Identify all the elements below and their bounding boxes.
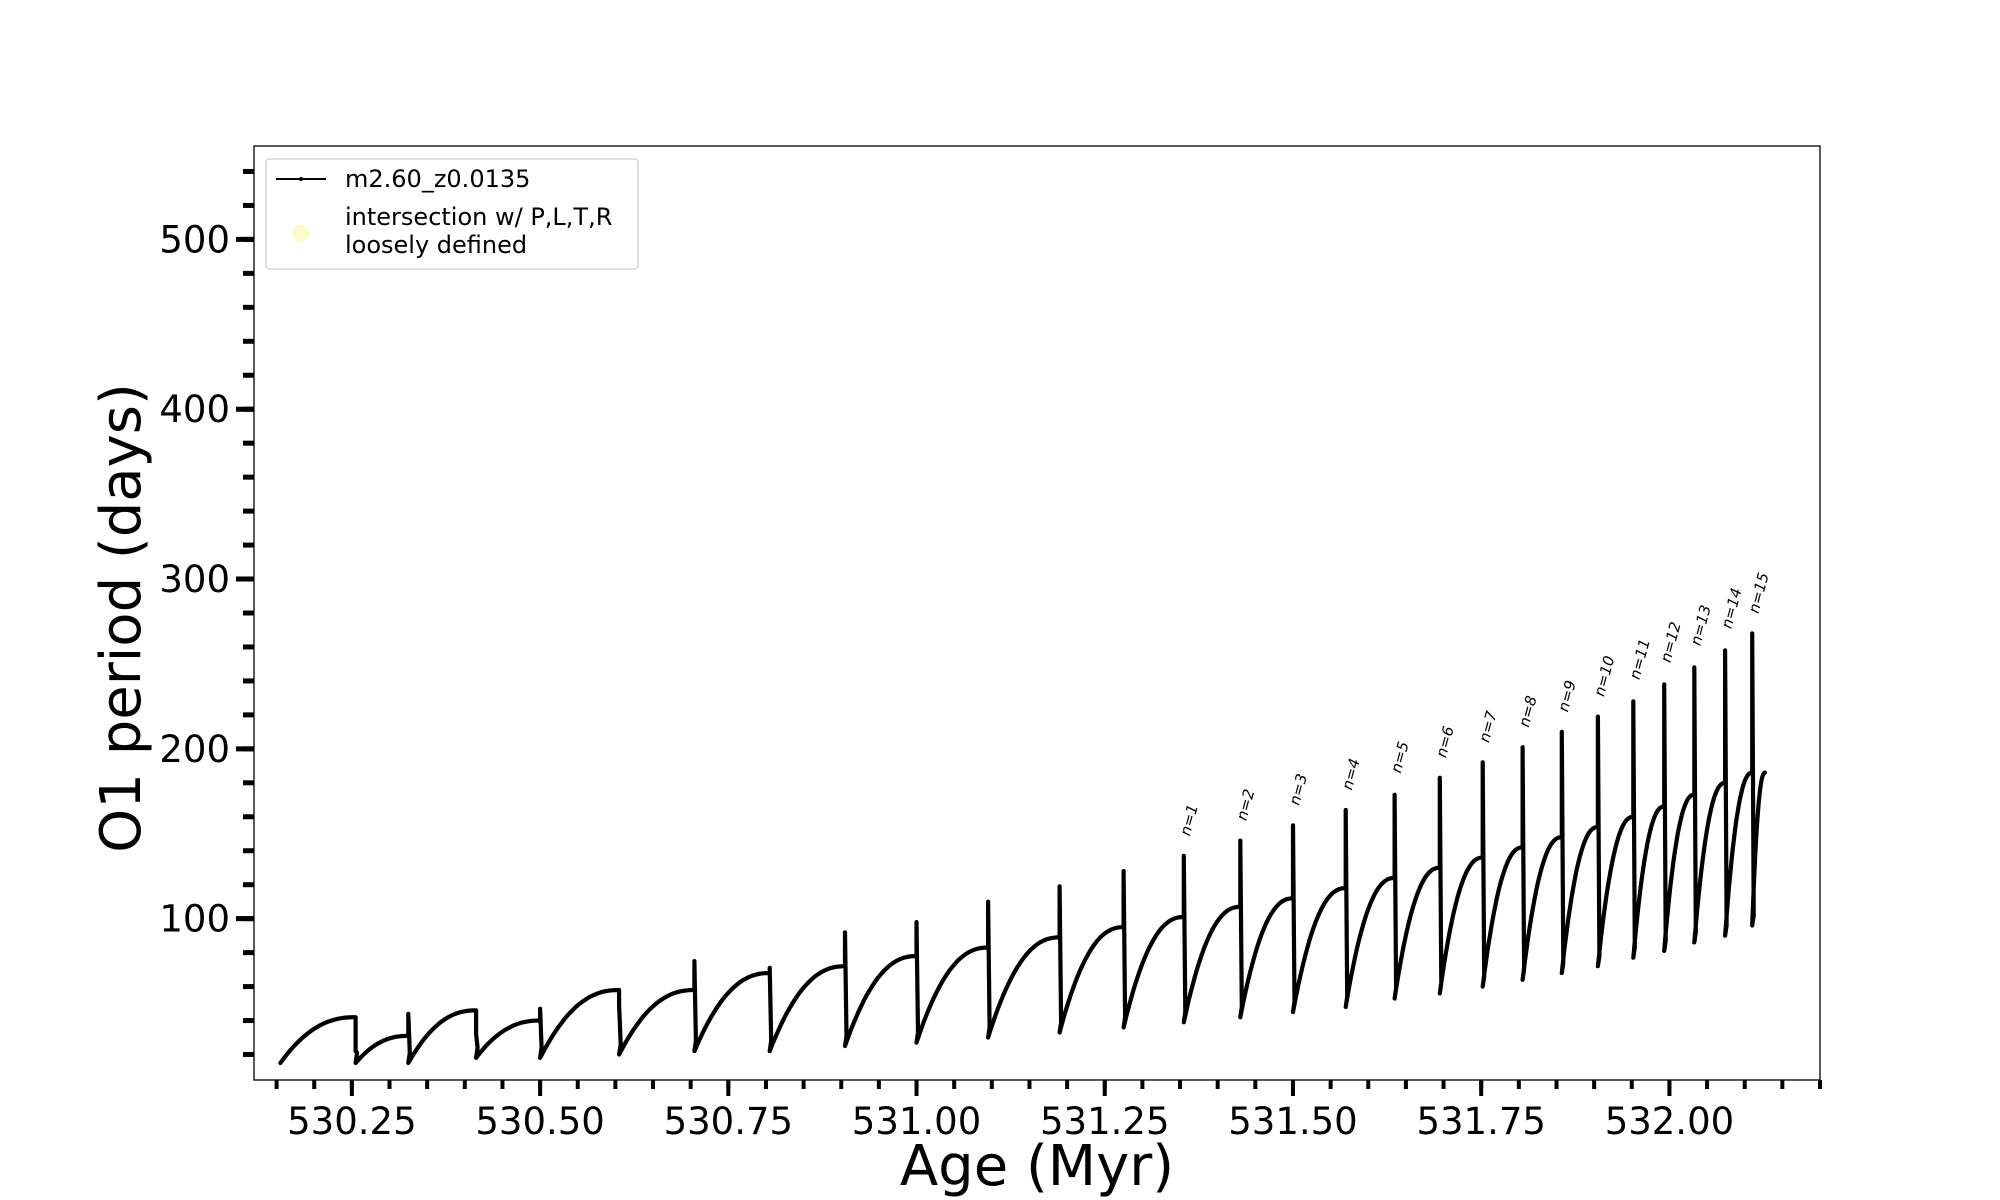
legend-box [265,158,639,270]
pulse-annotation-label: n=13 [1687,603,1715,647]
x-tick-label: 530.25 [287,1100,416,1143]
pulse-annotation-label: n=11 [1626,637,1654,681]
pulse-annotation-label: n=8 [1515,694,1541,729]
y-axis-label: O1 period (days) [89,383,154,853]
pulse-annotation-label: n=4 [1338,757,1364,792]
plot-frame [253,145,1821,1081]
pulse-annotation-label: n=14 [1718,586,1746,630]
pulse-annotations: n=1 n=2 n=3 n=4 n=5 n=6 n=7 n=8 n=9 n=10 n=11 n=12 n… [1176,571,1772,838]
y-tick-label: 300 [159,558,230,601]
legend-label-intersection: loosely defined [345,231,527,259]
pulse-annotation-label: n=2 [1233,787,1259,822]
pulse-annotation-label: n=10 [1590,654,1618,698]
x-tick-label: 531.50 [1228,1100,1357,1143]
x-tick-label: 531.25 [1040,1100,1169,1143]
x-tick-label: 531.75 [1416,1100,1545,1143]
pulse-annotation-label: n=7 [1475,709,1501,745]
legend-circle-marker [292,224,310,242]
x-axis-label: Age (Myr) [900,1134,1174,1199]
y-tick-label: 500 [159,218,230,261]
x-tick-label: 530.75 [664,1100,793,1143]
x-tick-label: 531.00 [852,1100,981,1143]
data-series [278,631,1768,1066]
pulse-annotation-label: n=15 [1745,571,1773,615]
x-tick-label: 532.00 [1605,1100,1734,1143]
legend-label-series: m2.60_z0.0135 [345,165,530,193]
y-tick-label: 400 [159,388,230,431]
pulse-annotation-label: n=3 [1285,772,1311,807]
y-tick-label: 100 [159,898,230,941]
legend: m2.60_z0.0135 intersection w/ P,L,T,Rloos… [265,158,639,270]
pulse-annotation-label: n=12 [1657,620,1685,664]
pulse-annotation-label: n=6 [1432,724,1458,759]
pulse-annotation-label: n=5 [1387,740,1413,775]
pulse-annotation-label: n=9 [1554,678,1580,713]
x-tick-label: 530.50 [475,1100,604,1143]
y-tick-label: 200 [159,728,230,771]
pulse-annotation-label: n=1 [1176,802,1202,837]
legend-label-intersection: intersection w/ P,L,T,R [345,203,612,231]
legend-point-marker [299,177,303,181]
plot-area-border [253,145,1821,1081]
series-line [278,631,1768,1066]
axis-ticks: 530.25 530.50 530.75 531.00 531.25 531.50 531.… [159,168,1822,1143]
